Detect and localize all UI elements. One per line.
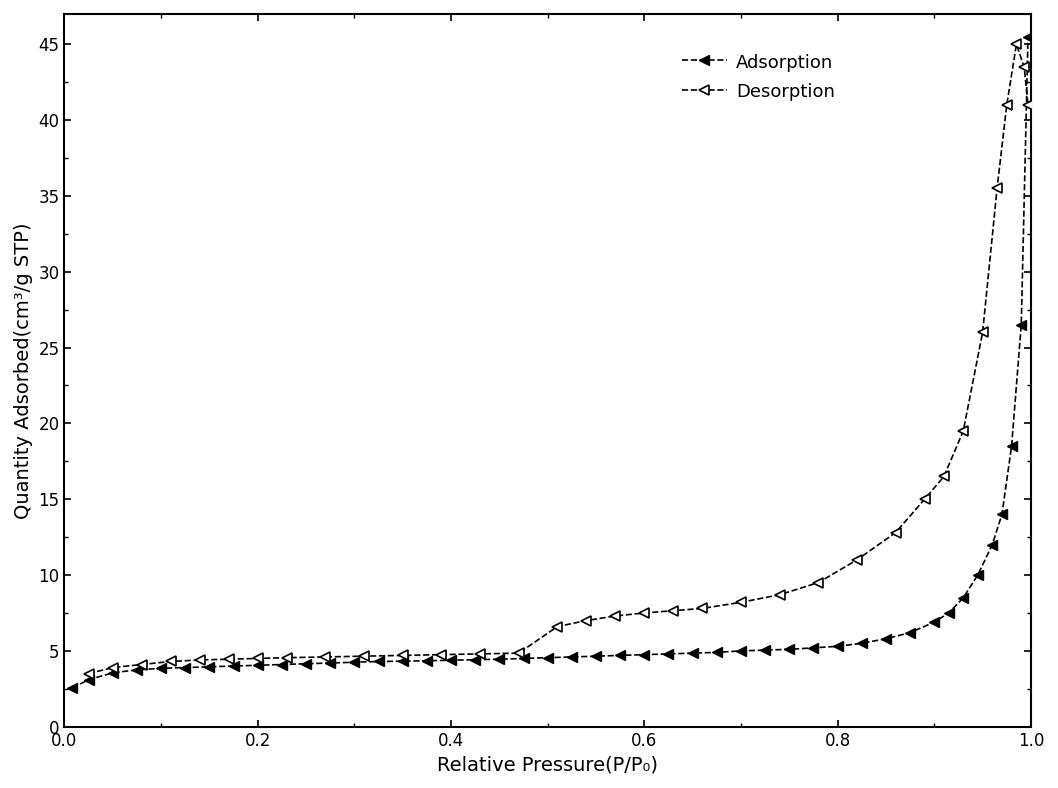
Desorption (811, 578, 824, 587)
Line: Desorption: Desorption (84, 39, 1033, 678)
Adsorption (1005, 441, 1018, 451)
Adsorption (493, 655, 506, 664)
Adsorption (759, 645, 771, 655)
Adsorption (1015, 320, 1027, 329)
Adsorption (879, 634, 892, 644)
Desorption (512, 649, 525, 658)
Adsorption (986, 540, 999, 549)
Adsorption (904, 628, 916, 637)
Desorption (734, 597, 747, 607)
Adsorption (996, 510, 1008, 519)
Adsorption (565, 652, 578, 662)
Legend: Adsorption, Desorption: Adsorption, Desorption (673, 44, 844, 110)
Adsorption (469, 655, 481, 664)
Adsorption (638, 650, 651, 660)
Adsorption (83, 675, 95, 685)
Desorption (990, 184, 1003, 193)
Adsorption (943, 608, 955, 618)
Adsorption (711, 648, 724, 657)
X-axis label: Relative Pressure(P/P₀): Relative Pressure(P/P₀) (437, 755, 658, 774)
Desorption (890, 528, 902, 537)
Adsorption (203, 662, 216, 671)
Adsorption (928, 617, 941, 626)
Desorption (773, 590, 786, 600)
Adsorption (348, 657, 361, 667)
Adsorption (107, 668, 120, 678)
Desorption (696, 604, 709, 613)
Desorption (83, 669, 95, 678)
Adsorption (324, 658, 336, 667)
Adsorption (299, 659, 312, 668)
Desorption (580, 615, 592, 625)
Adsorption (662, 649, 675, 659)
Desorption (918, 495, 931, 504)
Adsorption (832, 641, 844, 651)
Desorption (638, 608, 651, 618)
Desorption (474, 649, 487, 659)
Desorption (1010, 39, 1023, 49)
Desorption (107, 663, 120, 672)
Adsorption (179, 663, 191, 672)
Adsorption (517, 654, 530, 663)
Adsorption (589, 652, 602, 661)
Desorption (397, 651, 409, 660)
Adsorption (66, 683, 78, 693)
Desorption (609, 611, 622, 621)
Adsorption (252, 660, 264, 670)
Adsorption (420, 656, 433, 665)
Desorption (194, 656, 206, 665)
Adsorption (397, 656, 409, 666)
Desorption (358, 652, 370, 661)
Desorption (1001, 100, 1014, 110)
Desorption (435, 650, 448, 660)
Adsorption (614, 651, 626, 660)
Adsorption (783, 645, 796, 654)
Desorption (977, 328, 989, 337)
Line: Adsorption: Adsorption (68, 32, 1033, 693)
Desorption (135, 660, 148, 669)
Adsorption (444, 656, 457, 665)
Adsorption (227, 661, 240, 671)
Desorption (667, 606, 679, 615)
Adsorption (542, 653, 554, 663)
Desorption (937, 472, 950, 481)
Desorption (222, 655, 235, 664)
Desorption (320, 652, 332, 662)
Adsorption (971, 571, 984, 580)
Adsorption (130, 665, 143, 675)
Adsorption (956, 593, 969, 603)
Desorption (252, 654, 264, 663)
Desorption (956, 426, 969, 436)
Adsorption (856, 638, 869, 648)
Adsorption (275, 660, 288, 669)
Adsorption (734, 646, 747, 656)
Desorption (551, 622, 564, 631)
Adsorption (372, 656, 385, 666)
Adsorption (807, 643, 820, 652)
Desorption (1018, 62, 1030, 72)
Adsorption (1022, 32, 1035, 41)
Desorption (164, 656, 177, 666)
Desorption (1022, 100, 1035, 110)
Desorption (851, 555, 863, 564)
Adsorption (154, 663, 167, 673)
Desorption (280, 653, 293, 663)
Y-axis label: Quantity Adsorbed(cm³/g STP): Quantity Adsorbed(cm³/g STP) (14, 222, 33, 519)
Adsorption (687, 649, 699, 658)
